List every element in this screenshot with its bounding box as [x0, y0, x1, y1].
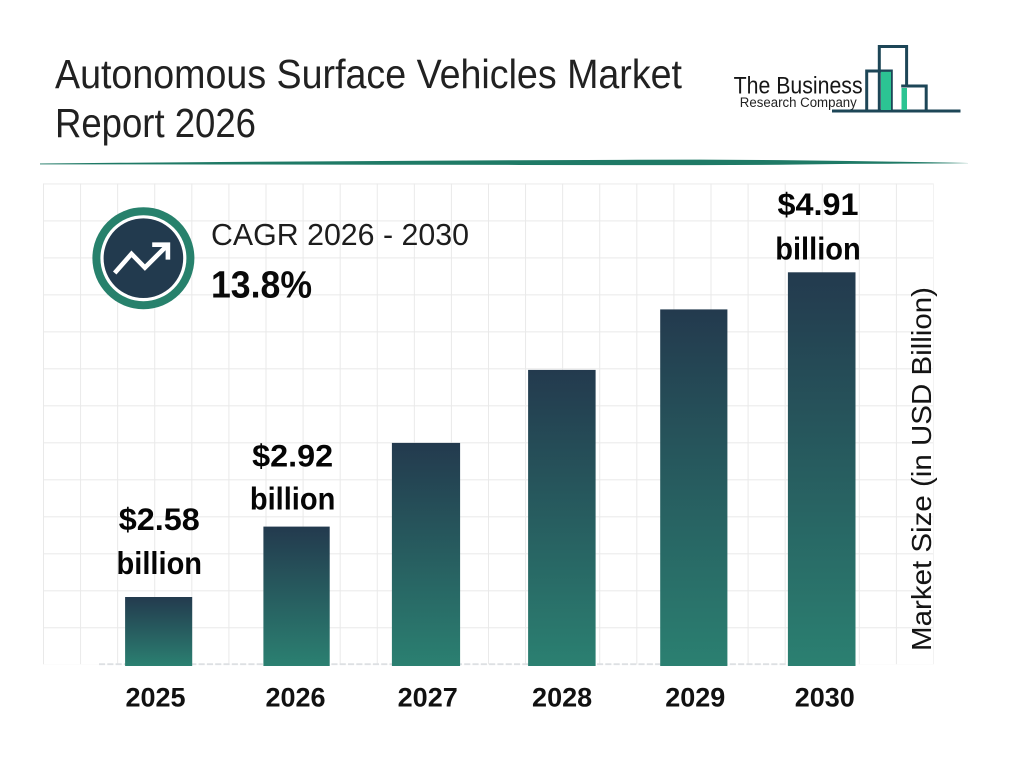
svg-text:$4.91: $4.91: [778, 186, 859, 222]
svg-text:Market Size (in USD Billion): Market Size (in USD Billion): [906, 287, 937, 651]
svg-text:2025: 2025: [125, 682, 185, 712]
svg-text:billion: billion: [250, 481, 336, 517]
svg-text:billion: billion: [117, 545, 203, 581]
svg-text:billion: billion: [775, 230, 861, 266]
svg-text:$2.58: $2.58: [119, 501, 200, 537]
svg-text:2029: 2029: [665, 682, 725, 712]
svg-text:Research Company: Research Company: [740, 95, 857, 110]
svg-text:2028: 2028: [532, 682, 592, 712]
svg-text:2030: 2030: [795, 682, 855, 712]
svg-text:Autonomous Surface Vehicles Ma: Autonomous Surface Vehicles Market: [55, 51, 682, 97]
svg-text:Report 2026: Report 2026: [55, 100, 256, 146]
svg-text:2027: 2027: [398, 682, 458, 712]
svg-text:$2.92: $2.92: [252, 437, 333, 473]
svg-text:The Business: The Business: [734, 73, 863, 100]
svg-text:CAGR 2026 - 2030: CAGR 2026 - 2030: [211, 217, 469, 252]
svg-text:2026: 2026: [265, 682, 325, 712]
svg-text:13.8%: 13.8%: [211, 264, 312, 306]
